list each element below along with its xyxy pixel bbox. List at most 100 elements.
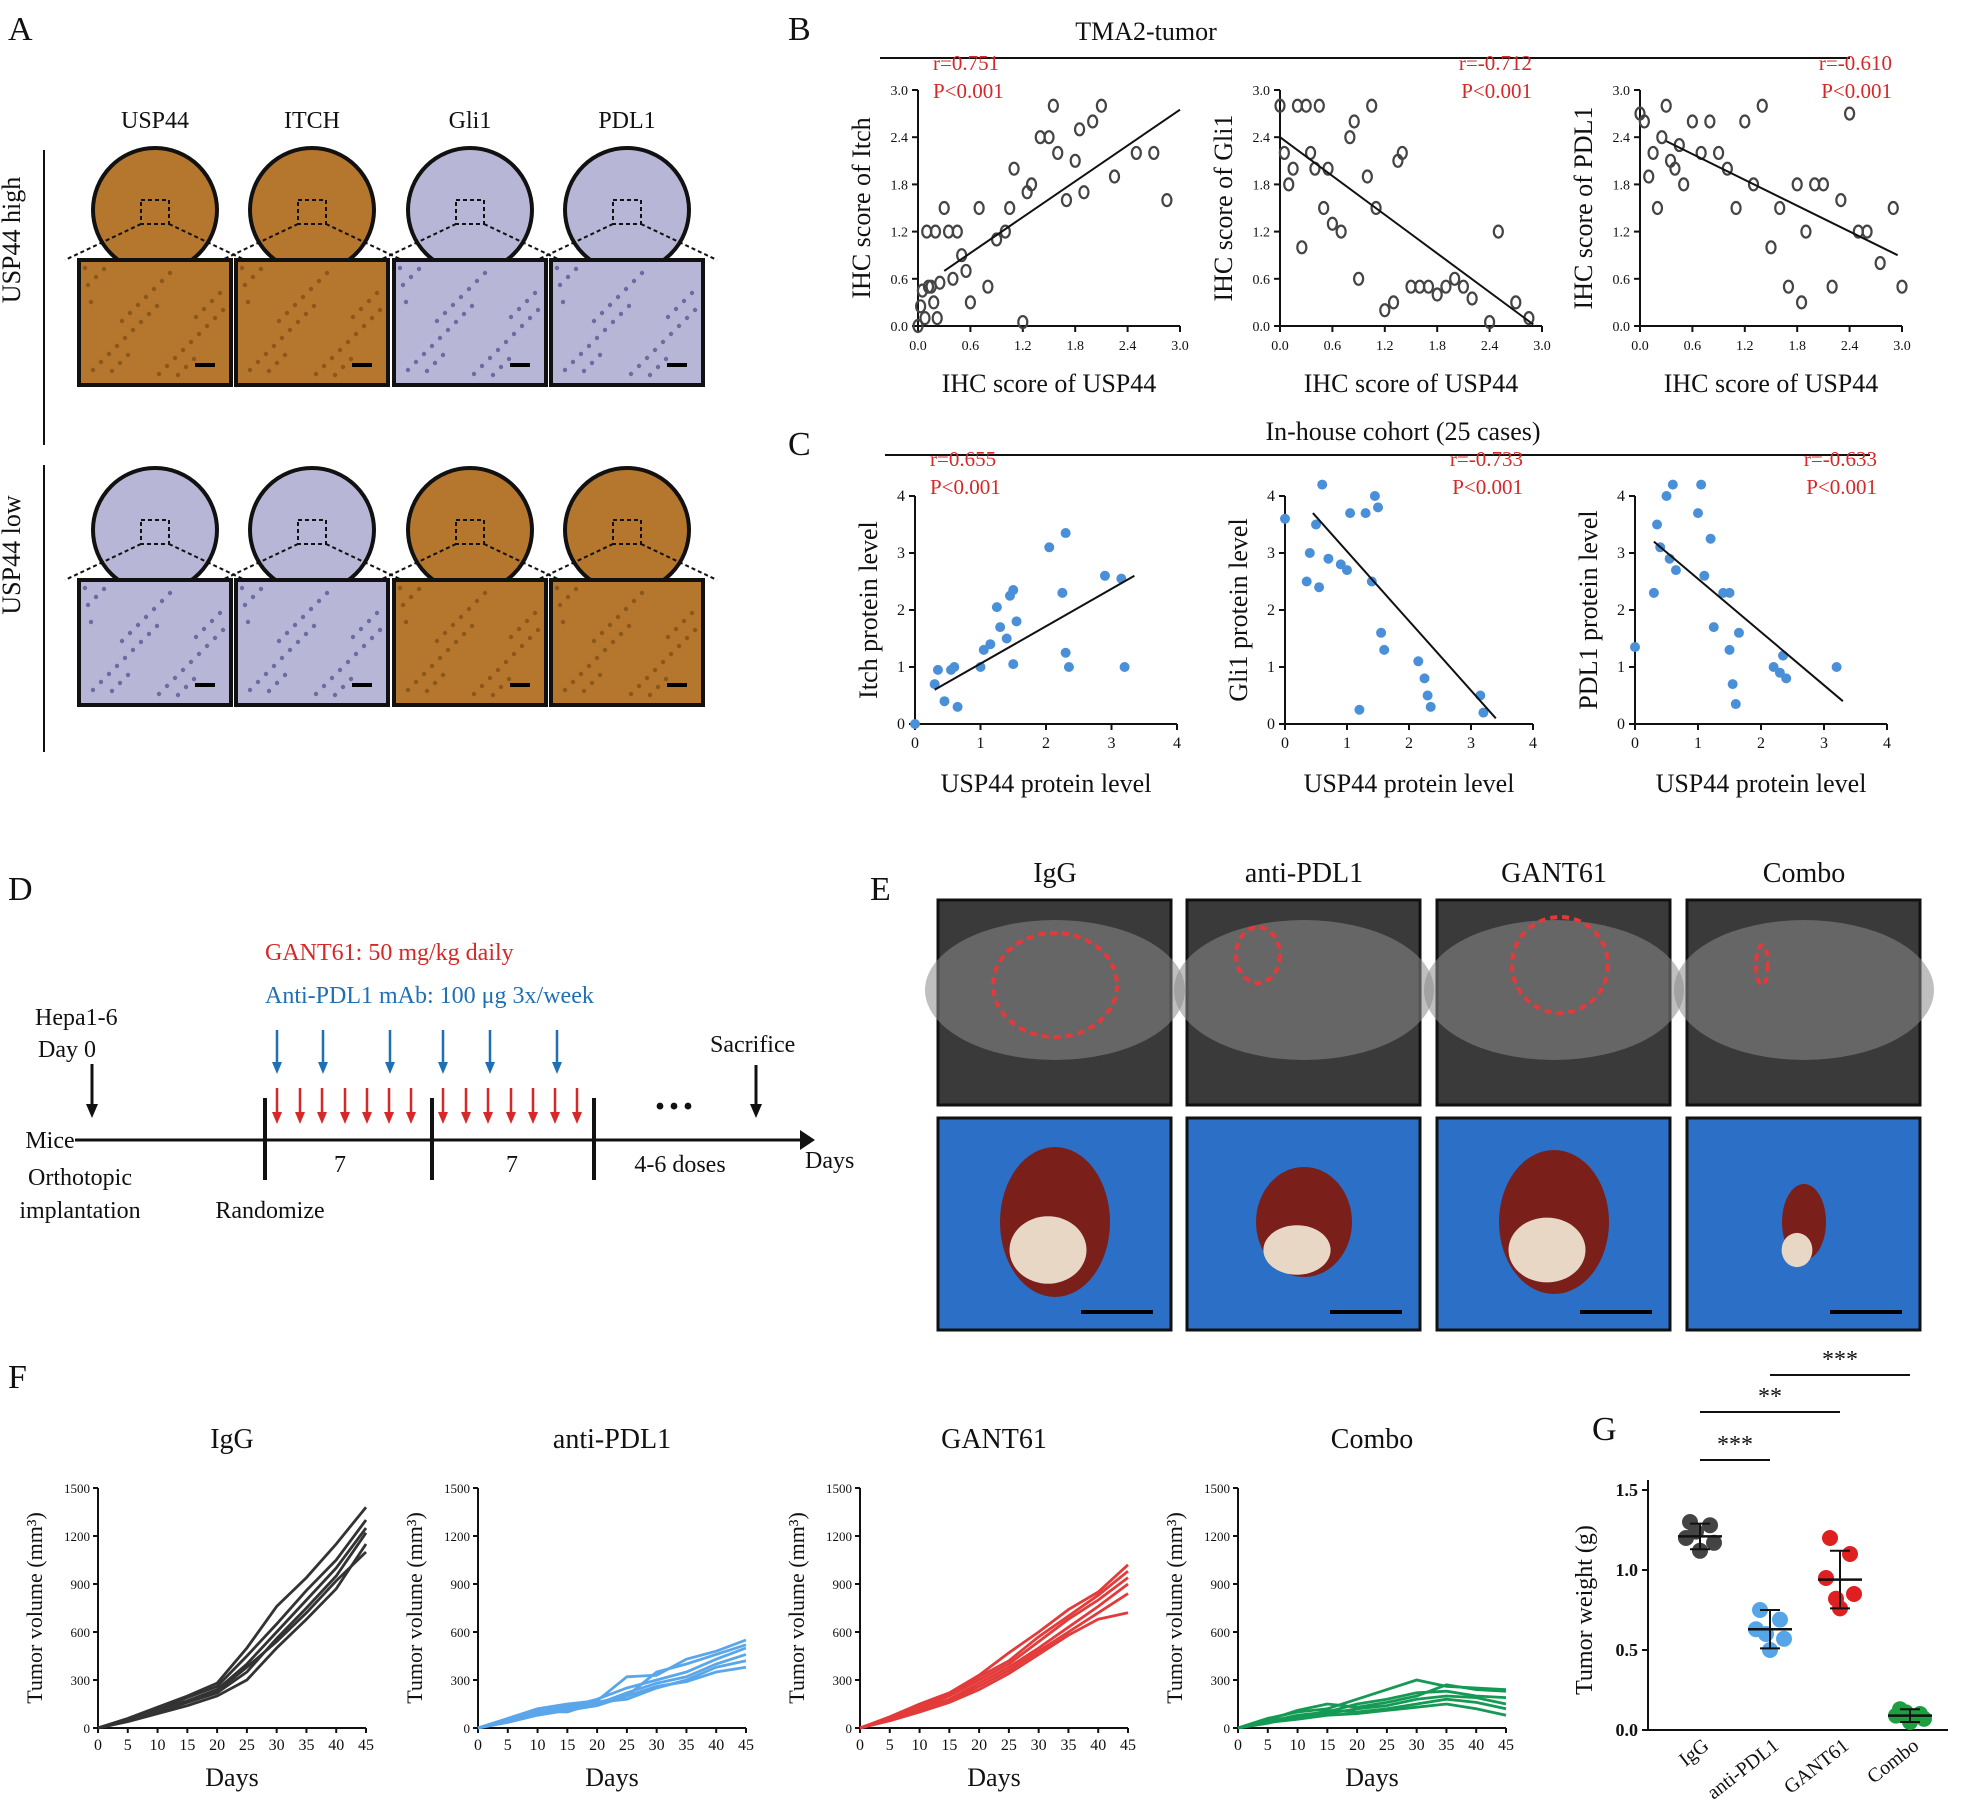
- cell-nucleus: [442, 630, 448, 636]
- cell-nucleus: [109, 368, 115, 374]
- mice-label: implantation: [19, 1198, 140, 1224]
- data-point: [1283, 177, 1295, 192]
- cell-nucleus: [217, 290, 223, 296]
- significance-label: **: [1758, 1384, 1782, 1410]
- y-tick-label: 1: [1267, 659, 1275, 676]
- growth-chart-anti-PDL1: anti-PDL1 0 300 600 900 1200 1500 0 5 10 15 20 25 30 3…: [402, 1424, 754, 1792]
- y-tick-label: 1200: [64, 1529, 90, 1544]
- data-point: [1652, 519, 1663, 530]
- y-tick-label: 4: [1617, 488, 1625, 505]
- data-point: [1326, 216, 1339, 231]
- cell-nucleus: [570, 359, 576, 365]
- cell-nucleus: [106, 671, 112, 677]
- cell-nucleus: [276, 638, 282, 644]
- cell-nucleus: [98, 359, 104, 365]
- y-tick-label: 0.0: [1616, 1720, 1639, 1740]
- x-axis-label: USP44 protein level: [941, 769, 1152, 798]
- data-point: [1478, 707, 1489, 718]
- cell-nucleus: [193, 634, 199, 640]
- data-point: [1739, 114, 1751, 129]
- data-point: [1001, 633, 1012, 644]
- sacrifice-label: Sacrifice: [710, 1032, 795, 1058]
- x-tick-label: 1.8: [1066, 339, 1084, 354]
- panel-letter-G: G: [1592, 1411, 1617, 1448]
- cell-nucleus: [353, 651, 359, 657]
- arrow-down-icon: [317, 1112, 327, 1124]
- cell-nucleus: [421, 671, 427, 677]
- cell-nucleus: [652, 667, 658, 673]
- data-point: [1782, 279, 1795, 294]
- tumor-outline: [991, 931, 1119, 1039]
- data-point: [1693, 508, 1703, 519]
- y-tick-label: 600: [71, 1625, 91, 1640]
- panel-letter-B: B: [788, 11, 811, 48]
- r-value: r=0.655: [930, 447, 996, 471]
- cell-nucleus: [135, 622, 141, 628]
- data-point: [1361, 169, 1373, 184]
- data-point: [1781, 673, 1792, 684]
- ellipsis: ···: [653, 1084, 695, 1130]
- cell-nucleus: [258, 586, 264, 592]
- data-point: [1670, 565, 1681, 576]
- cell-nucleus: [311, 623, 317, 629]
- cell-nucleus: [647, 692, 653, 698]
- cell-nucleus: [615, 614, 621, 620]
- zoom-box: [612, 519, 642, 545]
- cell-nucleus: [676, 323, 682, 329]
- data-point: [1044, 542, 1055, 553]
- cell-nucleus: [397, 585, 403, 591]
- cell-nucleus: [416, 266, 422, 272]
- arrow-down-icon: [485, 1062, 495, 1074]
- cell-nucleus: [469, 623, 475, 629]
- panel-letter-D: D: [8, 871, 33, 908]
- cell-nucleus: [626, 623, 632, 629]
- data-point: [1148, 145, 1160, 161]
- cell-nucleus: [527, 635, 533, 641]
- cell-nucleus: [498, 684, 504, 690]
- cell-nucleus: [471, 371, 477, 377]
- cell-nucleus: [684, 315, 690, 321]
- cell-nucleus: [303, 311, 309, 317]
- cell-nucleus: [154, 303, 160, 309]
- cell-nucleus: [479, 363, 485, 369]
- p-value: P<0.001: [930, 475, 1001, 499]
- x-tick-label: 45: [1120, 1737, 1136, 1754]
- data-point: [951, 224, 963, 239]
- cell-nucleus: [361, 323, 367, 329]
- cell-nucleus: [201, 626, 207, 632]
- cell-nucleus: [143, 614, 149, 620]
- cell-nucleus: [400, 602, 406, 608]
- cell-nucleus: [565, 274, 571, 280]
- data-point: [1774, 200, 1786, 216]
- cell-nucleus: [345, 339, 351, 345]
- data-point: [929, 679, 940, 690]
- cell-nucleus: [114, 663, 120, 669]
- data-point: [1087, 114, 1099, 129]
- interval-label: 7: [506, 1152, 518, 1178]
- cell-nucleus: [127, 630, 133, 636]
- cell-nucleus: [276, 318, 282, 324]
- cell-nucleus: [332, 692, 338, 698]
- data-point: [1483, 314, 1496, 330]
- cell-nucleus: [374, 290, 380, 296]
- y-axis-label: Tumor volume (mm³): [22, 1512, 47, 1704]
- x-tick-label: 3: [1467, 735, 1475, 752]
- cell-nucleus: [692, 627, 698, 633]
- cell-nucleus: [442, 310, 448, 316]
- cell-nucleus: [554, 585, 560, 591]
- cell-nucleus: [295, 319, 301, 325]
- zoom-guide: [325, 543, 403, 581]
- cell-nucleus: [628, 371, 634, 377]
- cell-nucleus: [511, 331, 517, 337]
- tumor-weight-chart: 0.0 0.5 1.0 1.5 Tumor weight (g) IgGanti-PDL1…: [1572, 1347, 1948, 1804]
- cell-nucleus: [434, 638, 440, 644]
- data-point: [1896, 279, 1908, 294]
- y-tick-label: 1: [1617, 659, 1625, 676]
- cell-nucleus: [591, 638, 597, 644]
- cell-nucleus: [466, 606, 472, 612]
- x-tick-label: 15: [559, 1737, 575, 1754]
- cell-nucleus: [554, 265, 560, 271]
- data-point: [1354, 704, 1365, 715]
- e-group-label: IgG: [1033, 858, 1077, 889]
- cell-nucleus: [599, 630, 605, 636]
